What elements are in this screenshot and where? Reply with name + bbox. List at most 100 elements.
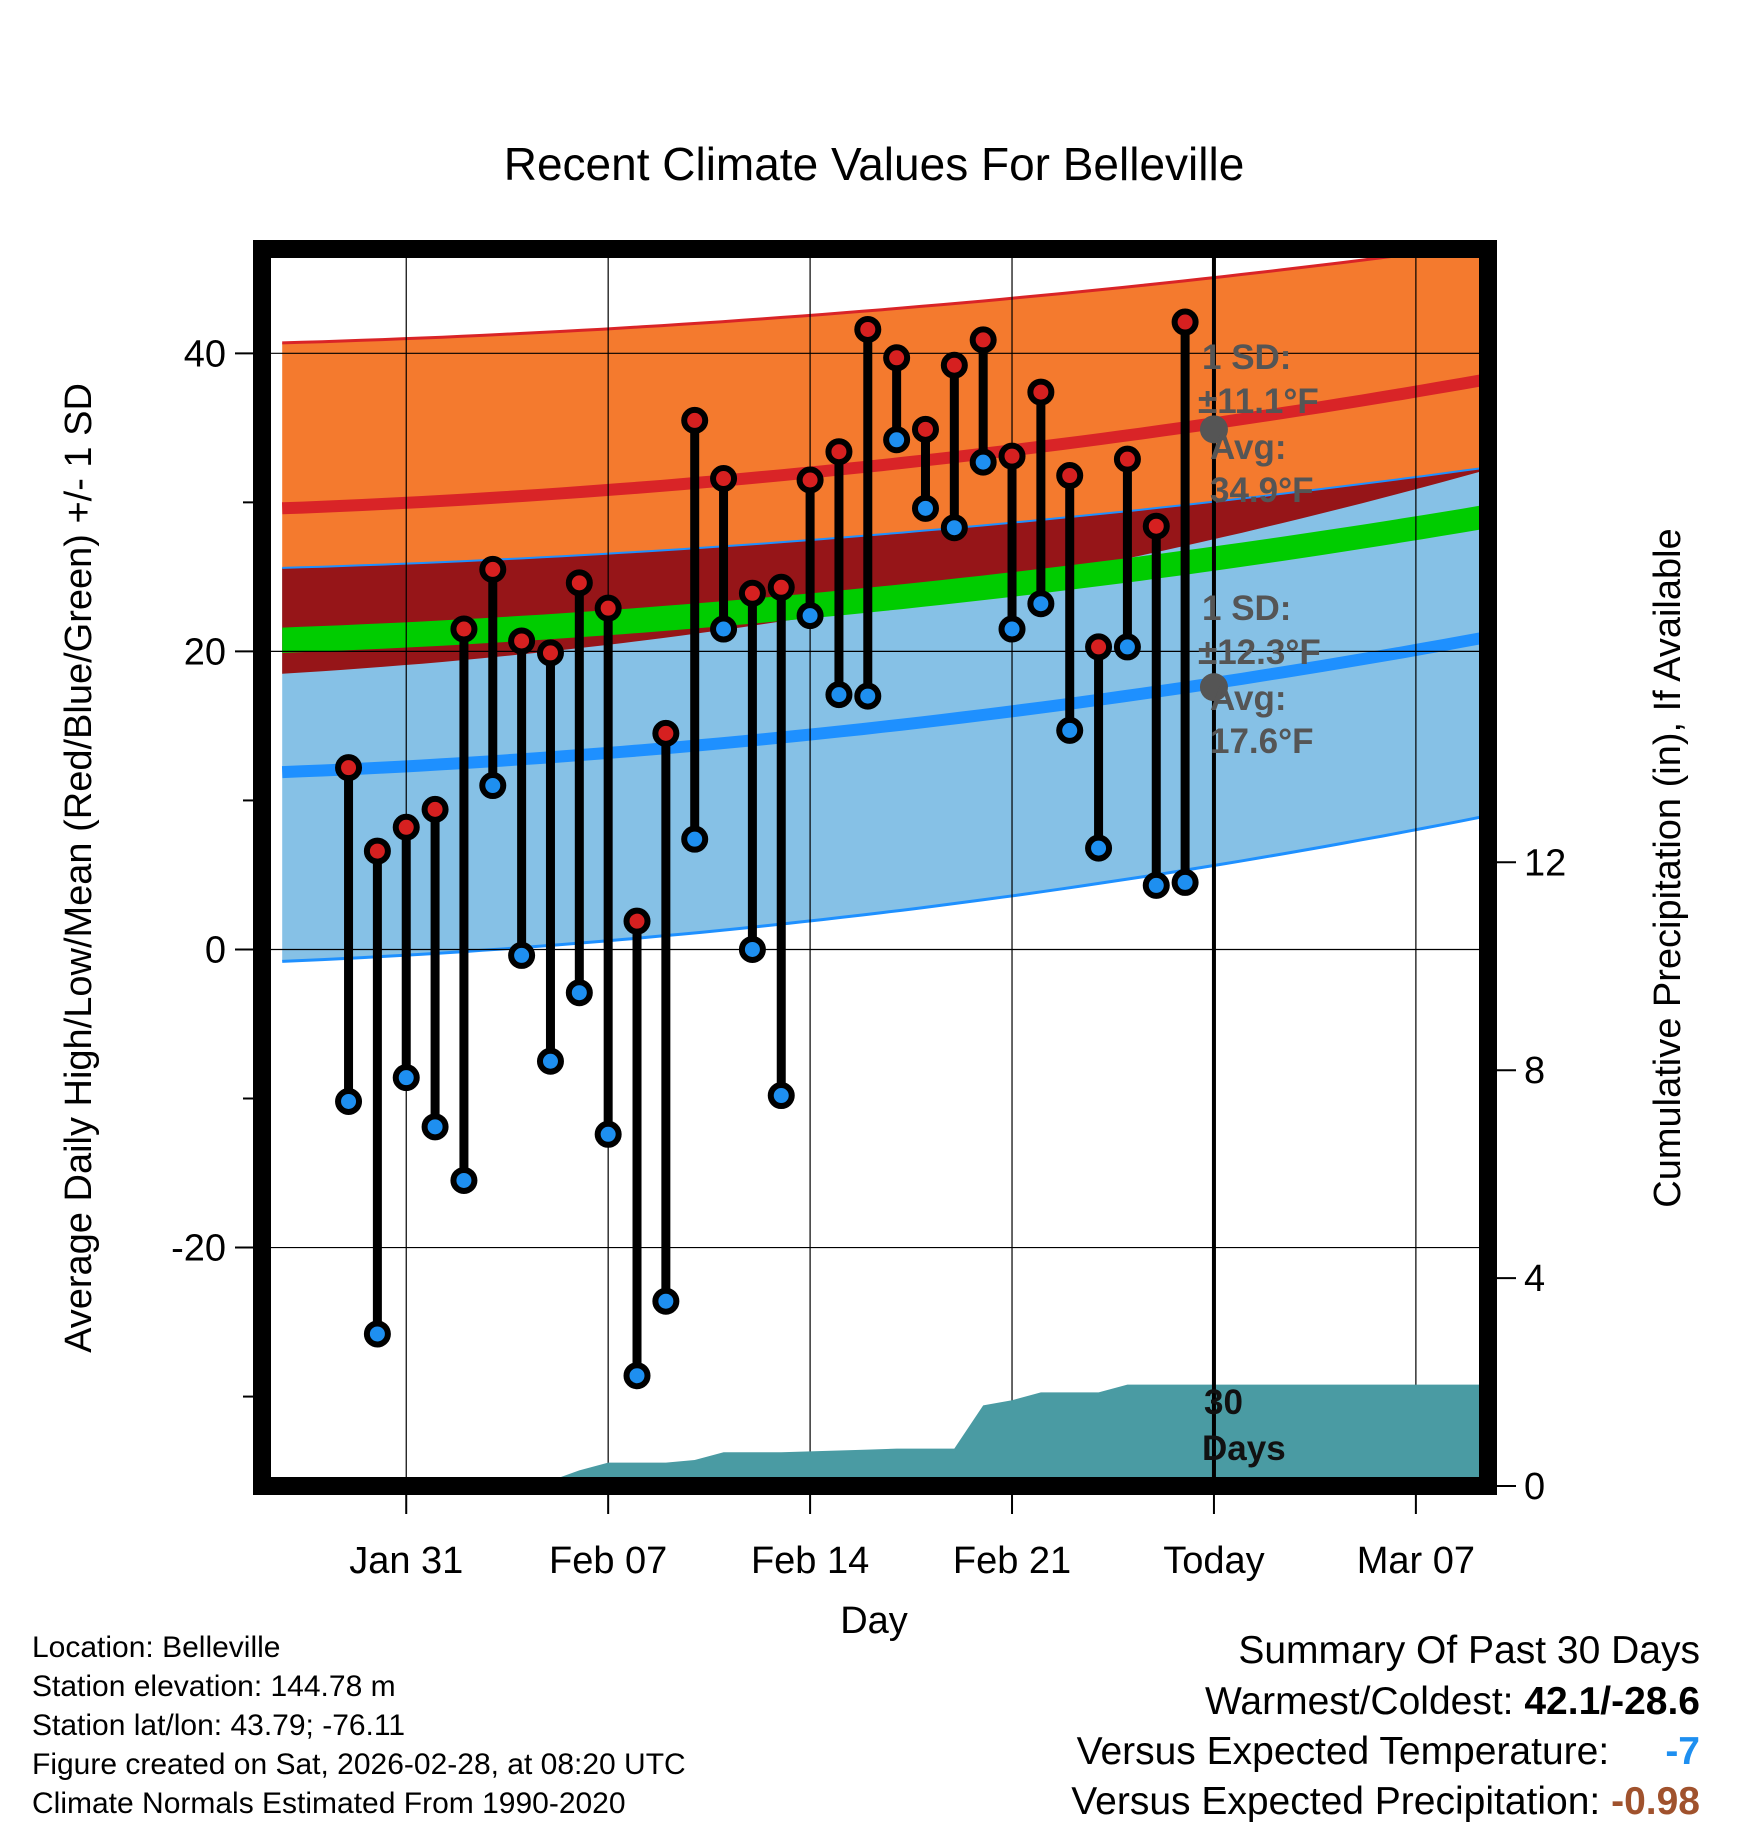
high-point xyxy=(335,754,363,782)
elevation-text: Station elevation: 144.78 m xyxy=(32,1670,396,1703)
summary-panel: Summary Of Past 30 Days Warmest/Coldest:… xyxy=(1071,1625,1700,1827)
low-point xyxy=(508,941,536,969)
y-axis-right: 12 8 4 0 xyxy=(1497,842,1566,1508)
low-lower-line xyxy=(282,815,1483,963)
warmest-label: Warmest/Coldest: xyxy=(1205,1680,1514,1723)
high-upper-line xyxy=(282,249,1461,345)
low-avg-dot xyxy=(1199,673,1228,702)
low-avg-value: 17.6°F xyxy=(1210,722,1314,761)
high-point xyxy=(1113,445,1141,473)
high-point xyxy=(1056,462,1084,490)
low-point xyxy=(825,681,853,709)
station-info: Location: Belleville Station elevation: … xyxy=(32,1628,686,1823)
high-point xyxy=(796,466,824,494)
low-sd-value: ±12.3°F xyxy=(1198,633,1321,672)
high-point xyxy=(681,406,709,434)
high-point xyxy=(883,344,911,372)
high-point xyxy=(363,837,391,865)
low-point xyxy=(767,1082,795,1110)
high-point xyxy=(1171,308,1199,336)
high-point xyxy=(998,442,1026,470)
low-point xyxy=(710,615,738,643)
y-axis-left: 40 20 0 -20 xyxy=(171,333,253,1398)
created-text: Figure created on Sat, 2026-02-28, at 08… xyxy=(32,1748,686,1781)
low-point xyxy=(1027,590,1055,618)
high-point xyxy=(479,555,507,583)
low-point xyxy=(940,514,968,542)
x-tick-label: Feb 14 xyxy=(751,1540,869,1582)
x-tick-label: Feb 21 xyxy=(953,1540,1071,1582)
x-tick-label: Jan 31 xyxy=(349,1540,463,1582)
low-point xyxy=(998,615,1026,643)
low-point xyxy=(1171,868,1199,896)
latlon-text: Station lat/lon: 43.79; -76.11 xyxy=(32,1709,406,1742)
high-avg-dot xyxy=(1199,415,1228,444)
low-point xyxy=(681,825,709,853)
low-point xyxy=(335,1087,363,1115)
y-tick-label: -20 xyxy=(171,1228,226,1270)
high-point xyxy=(710,465,738,493)
warmest-row: Warmest/Coldest: 42.1/-28.6 xyxy=(1071,1677,1700,1727)
high-sd-label: 1 SD: xyxy=(1202,338,1291,377)
y2-tick-label: 12 xyxy=(1524,842,1566,884)
temp-value: -7 xyxy=(1665,1730,1700,1773)
y-tick-label: 20 xyxy=(184,631,226,673)
high-point xyxy=(421,795,449,823)
low-point xyxy=(911,494,939,522)
high-point xyxy=(854,315,882,343)
high-avg-label: Avg: xyxy=(1210,428,1286,467)
high-mean-line xyxy=(281,374,1484,515)
low-point xyxy=(392,1064,420,1092)
low-avg-label: Avg: xyxy=(1210,679,1286,718)
high-point xyxy=(825,438,853,466)
high-point xyxy=(1027,378,1055,406)
y-axis-label: Average Daily High/Low/Mean (Red/Blue/Gr… xyxy=(58,383,100,1353)
low-upper-line xyxy=(282,467,1483,569)
low-point xyxy=(363,1320,391,1348)
days-label-word: Days xyxy=(1202,1429,1286,1468)
low-point xyxy=(1142,871,1170,899)
location-text: Location: Belleville xyxy=(32,1631,281,1664)
y2-tick-label: 4 xyxy=(1524,1258,1545,1300)
y-tick-label: 40 xyxy=(184,333,226,375)
high-point xyxy=(940,351,968,379)
high-sd-value: ±11.1°F xyxy=(1198,382,1319,421)
high-point xyxy=(969,326,997,354)
high-avg-value: 34.9°F xyxy=(1210,471,1314,510)
chart-title: Recent Climate Values For Belleville xyxy=(504,138,1245,190)
warmest-value: 42.1/-28.6 xyxy=(1524,1680,1700,1723)
y2-tick-label: 0 xyxy=(1524,1466,1545,1508)
low-point xyxy=(1113,633,1141,661)
precip-row: Versus Expected Precipitation: -0.98 xyxy=(1071,1777,1700,1827)
daily-bars xyxy=(335,308,1199,1390)
y2-tick-label: 8 xyxy=(1524,1050,1545,1092)
high-point xyxy=(392,813,420,841)
low-point xyxy=(1056,716,1084,744)
x-axis: Jan 31 Feb 07 Feb 14 Feb 21 Today Mar 07 xyxy=(349,1495,1475,1582)
plot-frame xyxy=(253,240,1497,1495)
precip-fill xyxy=(282,1384,1483,1486)
low-point xyxy=(421,1113,449,1141)
low-point xyxy=(854,682,882,710)
y2-axis-label: Cumulative Precipitation (in), If Availa… xyxy=(1647,528,1689,1207)
low-point xyxy=(969,448,997,476)
low-point xyxy=(738,935,766,963)
high-point xyxy=(594,594,622,622)
high-point xyxy=(508,627,536,655)
high-point xyxy=(652,719,680,747)
low-mean-line xyxy=(281,632,1484,779)
low-point xyxy=(623,1362,651,1390)
low-point xyxy=(536,1047,564,1075)
high-point xyxy=(623,907,651,935)
low-point xyxy=(883,426,911,454)
temp-row: Versus Expected Temperature: -7 xyxy=(1071,1727,1700,1777)
high-point xyxy=(1142,512,1170,540)
low-point xyxy=(796,602,824,630)
x-tick-label: Feb 07 xyxy=(549,1540,667,1582)
high-point xyxy=(911,415,939,443)
low-point xyxy=(565,979,593,1007)
x-axis-label: Day xyxy=(840,1600,908,1642)
summary-title: Summary Of Past 30 Days xyxy=(1238,1629,1700,1672)
precip-area xyxy=(282,1384,1483,1486)
